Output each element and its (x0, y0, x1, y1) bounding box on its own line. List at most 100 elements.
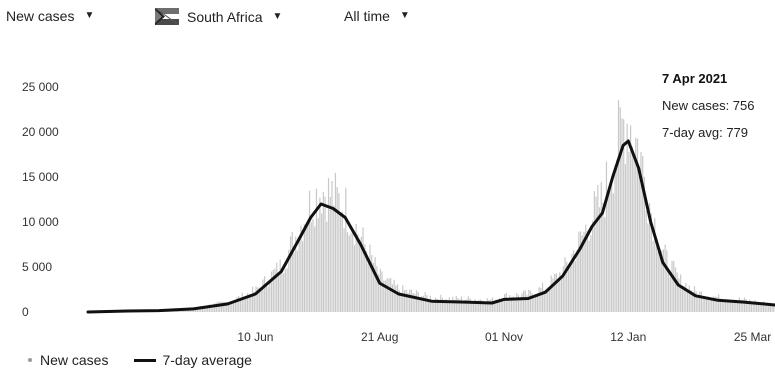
new-cases-bar (402, 285, 404, 312)
new-cases-bar (315, 188, 318, 312)
new-cases-bar (752, 302, 754, 312)
new-cases-bar (573, 250, 575, 312)
new-cases-bar (395, 285, 397, 312)
legend-seven-day-average[interactable]: 7-day average (134, 352, 252, 368)
new-cases-bar (348, 235, 350, 312)
new-cases-bar (269, 283, 271, 312)
new-cases-bar (284, 269, 286, 312)
new-cases-bar (410, 289, 412, 312)
new-cases-bar (728, 299, 730, 312)
new-cases-bar (579, 231, 582, 312)
new-cases-bar (302, 241, 304, 312)
new-cases-bar (504, 293, 506, 312)
y-tick-label: 5 000 (22, 260, 52, 274)
new-cases-bar (229, 302, 231, 312)
new-cases-bar (277, 274, 280, 312)
new-cases-bar (258, 287, 261, 312)
new-cases-bar (483, 302, 485, 312)
legend-average-label: 7-day average (162, 352, 252, 368)
new-cases-bar (419, 298, 421, 312)
new-cases-bar (398, 290, 400, 312)
new-cases-bar (517, 294, 520, 312)
new-cases-bar (381, 271, 383, 312)
new-cases-bar (405, 289, 407, 312)
new-cases-bar (707, 296, 709, 312)
new-cases-bar (286, 268, 288, 312)
new-cases-bar (547, 287, 549, 312)
new-cases-bar (222, 301, 224, 312)
new-cases-bar (270, 271, 273, 312)
chart-toolbar: New cases ▼ South Africa ▼ All time ▼ (0, 0, 775, 36)
new-cases-bar (552, 278, 554, 312)
new-cases-bar (383, 280, 385, 312)
new-cases-bar (598, 207, 601, 312)
new-cases-bar (255, 286, 257, 312)
new-cases-bar (554, 273, 556, 312)
metric-dropdown[interactable]: New cases ▼ (6, 8, 94, 24)
new-cases-bar (661, 250, 663, 312)
new-cases-bar (592, 220, 594, 312)
new-cases-bar (666, 250, 668, 312)
new-cases-bar (750, 301, 753, 312)
legend-new-cases[interactable]: New cases (28, 352, 108, 368)
new-cases-bar (600, 182, 602, 312)
new-cases-bar (260, 290, 262, 312)
new-cases-bar (528, 289, 530, 312)
new-cases-bar (662, 249, 664, 312)
new-cases-bar (512, 296, 514, 312)
new-cases-bar (353, 245, 356, 312)
new-cases-bar (583, 231, 585, 312)
tooltip-average: 7-day avg: 779 (662, 125, 748, 140)
new-cases-bar (481, 300, 483, 312)
new-cases-bar (681, 289, 683, 312)
country-dropdown[interactable]: South Africa ▼ (155, 8, 282, 25)
new-cases-bar (648, 203, 651, 312)
new-cases-bar (638, 173, 640, 312)
new-cases-bar (686, 291, 689, 312)
new-cases-bar (507, 299, 509, 312)
new-cases-bar (379, 268, 381, 312)
new-cases-bar (319, 197, 321, 312)
new-cases-bar (590, 235, 592, 312)
new-cases-bar (538, 287, 540, 312)
new-cases-bar (560, 279, 563, 312)
new-cases-bar (355, 223, 357, 312)
new-cases-bar (535, 294, 537, 312)
caret-down-icon: ▼ (272, 10, 283, 22)
new-cases-bar (314, 226, 316, 312)
new-cases-bar (721, 298, 723, 312)
new-cases-bar (421, 296, 423, 312)
new-cases-bar (279, 259, 281, 312)
new-cases-bar (737, 300, 739, 312)
new-cases-bar (364, 244, 366, 312)
new-cases-bar (391, 284, 393, 312)
new-cases-bar (756, 303, 758, 312)
new-cases-bar (374, 257, 376, 312)
new-cases-bar (251, 286, 254, 312)
new-cases-bar (217, 301, 219, 312)
new-cases-bar (576, 249, 578, 312)
new-cases-bar (569, 262, 571, 312)
new-cases-bar (333, 205, 335, 312)
new-cases-bar (723, 300, 725, 312)
new-cases-bar (289, 236, 292, 312)
new-cases-bar (669, 277, 671, 312)
new-cases-bar (232, 301, 235, 312)
new-cases-bar (740, 299, 742, 312)
new-cases-bar (633, 157, 635, 312)
tooltip-date: 7 Apr 2021 (662, 71, 727, 86)
new-cases-bar (440, 294, 442, 312)
new-cases-bar (253, 291, 255, 312)
time-range-dropdown[interactable]: All time ▼ (344, 8, 410, 24)
new-cases-bar (640, 152, 642, 312)
new-cases-bar (447, 300, 449, 312)
new-cases-bar (611, 184, 613, 312)
new-cases-bar (571, 253, 573, 312)
new-cases-bar (623, 119, 625, 312)
new-cases-bar (340, 215, 342, 312)
new-cases-bar (519, 296, 521, 312)
new-cases-bar (412, 292, 414, 312)
new-cases-bar (324, 196, 326, 312)
